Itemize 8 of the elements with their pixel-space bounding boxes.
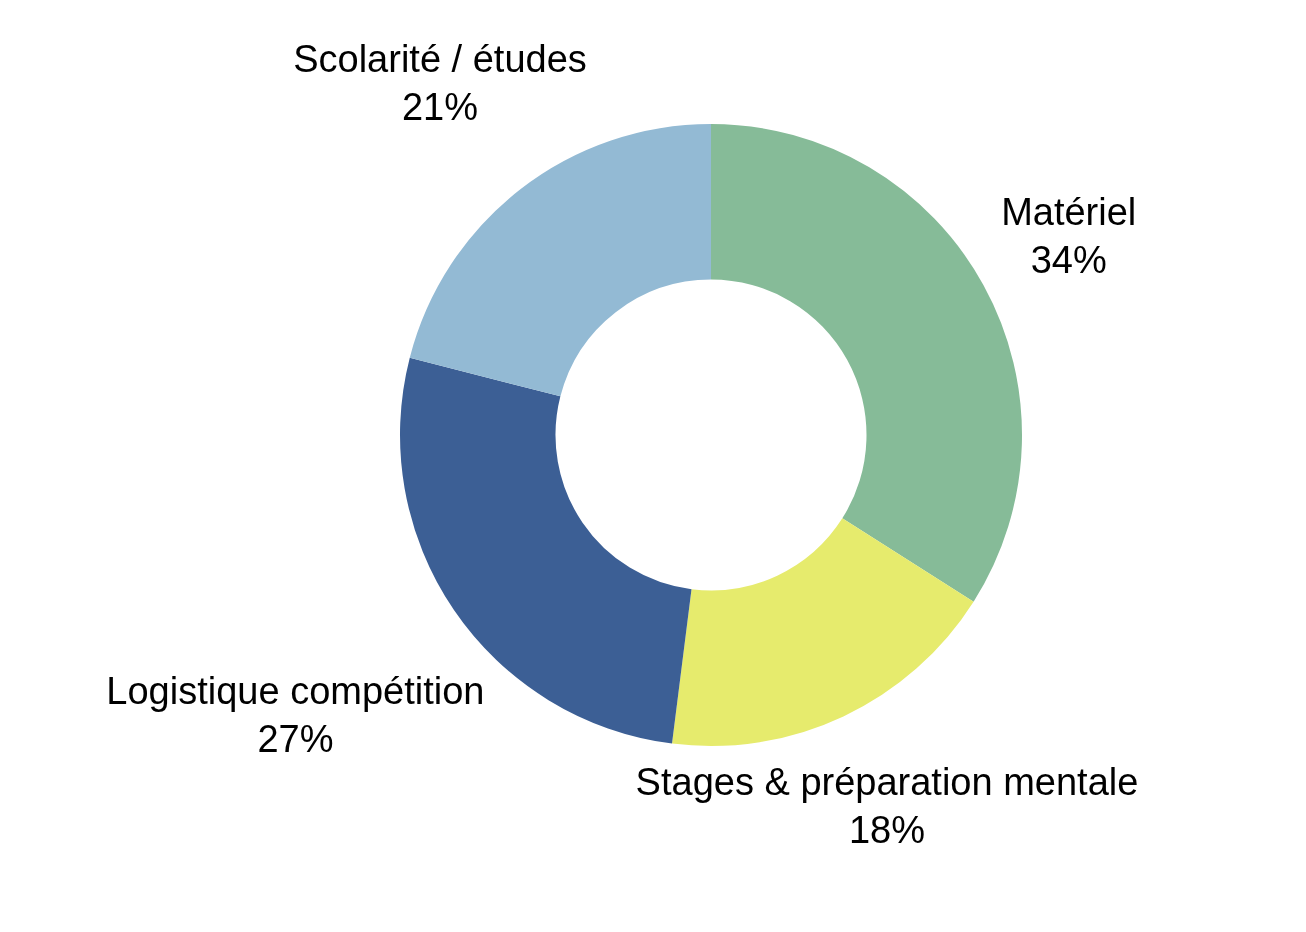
slice-label: Stages & préparation mentale (635, 761, 1139, 804)
slice-label: Scolarité / études (293, 38, 587, 81)
data-label: 27% (257, 717, 334, 760)
data-label: 34% (1030, 238, 1107, 281)
slice-label: Logistique compétition (106, 669, 485, 712)
data-label: 18% (848, 809, 926, 852)
slice-label: Matériel (1001, 190, 1137, 233)
data-label: 21% (401, 86, 478, 129)
